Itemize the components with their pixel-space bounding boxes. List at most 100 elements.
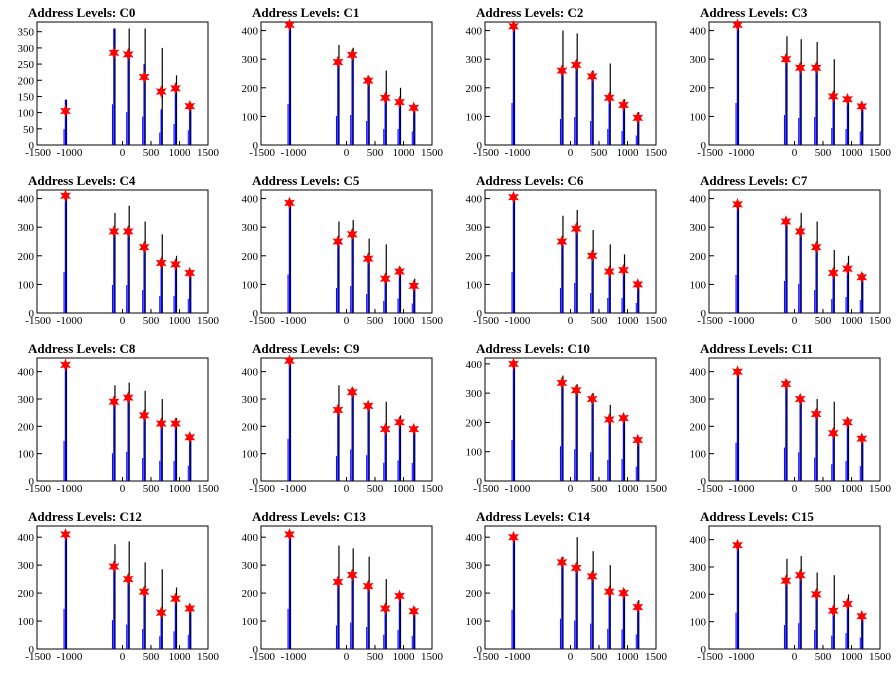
peak-marker-star bbox=[332, 235, 344, 248]
peak-marker-star bbox=[732, 538, 743, 552]
peak-marker-star bbox=[780, 215, 792, 228]
y-tick-label: 200 bbox=[690, 83, 707, 95]
chart-panel: Address Levels: C14 0 100 200 300 400 -1500 -10… bbox=[448, 504, 672, 677]
peak-marker-star bbox=[810, 240, 822, 254]
x-tick-label: 0 bbox=[792, 147, 798, 159]
chart-title: Address Levels: C6 bbox=[476, 173, 584, 188]
x-tick-label: 0 bbox=[792, 651, 798, 663]
y-tick-label: 100 bbox=[466, 111, 483, 123]
x-tick-label: 1000 bbox=[841, 651, 864, 663]
y-tick-label: 0 bbox=[701, 476, 707, 488]
peak-marker-star bbox=[556, 235, 568, 248]
y-tick-label: 300 bbox=[242, 394, 259, 406]
peak-marker-star bbox=[570, 561, 582, 575]
peak-marker-star bbox=[618, 411, 629, 425]
peak-marker-star bbox=[362, 74, 374, 87]
chart-title: Address Levels: C13 bbox=[252, 509, 366, 524]
peak-marker-star bbox=[794, 568, 806, 582]
chart-title: Address Levels: C8 bbox=[28, 341, 136, 356]
chart-panel: Address Levels: C10 0 100 200 300 400 -1500 -10… bbox=[448, 336, 672, 509]
chart-svg: Address Levels: C8 0 100 200 300 400 -1500 -100… bbox=[18, 341, 220, 495]
chart-title: Address Levels: C3 bbox=[700, 5, 808, 20]
x-tick-label: 0 bbox=[120, 483, 126, 495]
peak-marker-star bbox=[332, 575, 344, 589]
peak-marker-star bbox=[570, 383, 582, 397]
x-tick-label: 500 bbox=[143, 483, 160, 495]
peak-marker-star bbox=[138, 70, 150, 84]
x-tick-label: 1000 bbox=[841, 147, 864, 159]
peak-marker-star bbox=[408, 279, 420, 293]
y-tick-label: 300 bbox=[242, 560, 259, 572]
y-tick-label: 300 bbox=[466, 222, 483, 234]
peak-marker-star bbox=[362, 399, 374, 413]
chart-svg: Address Levels: C1 0 100 200 300 400 -1500 -100… bbox=[242, 5, 444, 159]
x-tick-label: 500 bbox=[591, 651, 608, 663]
y-tick-label: 0 bbox=[477, 644, 483, 656]
x-tick-label: -1500 bbox=[473, 483, 499, 495]
chart-svg: Address Levels: C15 0 100 200 300 400 -1500 -10… bbox=[690, 509, 892, 663]
peak-marker-star bbox=[603, 91, 615, 105]
plot-frame bbox=[708, 189, 881, 314]
peak-marker-star bbox=[508, 530, 519, 544]
x-tick-label: -1500 bbox=[25, 483, 51, 495]
peak-marker-star bbox=[138, 240, 150, 254]
chart-title: Address Levels: C9 bbox=[252, 341, 360, 356]
peak-marker-star bbox=[346, 385, 358, 399]
chart-title: Address Levels: C11 bbox=[700, 341, 813, 356]
plot-frame bbox=[260, 21, 433, 146]
chart-svg: Address Levels: C0 0 50 100 150 200 250 300 350 -… bbox=[18, 5, 220, 159]
chart-title: Address Levels: C10 bbox=[476, 341, 590, 356]
y-tick-label: 300 bbox=[690, 394, 707, 406]
y-tick-label: 200 bbox=[690, 251, 707, 263]
y-tick-label: 300 bbox=[690, 222, 707, 234]
peak-marker-star bbox=[346, 228, 358, 241]
peak-marker-star bbox=[603, 585, 615, 598]
y-tick-label: 100 bbox=[690, 449, 707, 461]
peak-marker-star bbox=[810, 407, 822, 421]
y-tick-label: 200 bbox=[242, 251, 259, 263]
x-tick-label: -1000 bbox=[505, 315, 531, 327]
y-tick-label: 100 bbox=[466, 447, 483, 459]
y-tick-label: 400 bbox=[690, 194, 707, 206]
y-tick-label: 0 bbox=[701, 140, 707, 152]
x-tick-label: 500 bbox=[367, 651, 384, 663]
peak-marker-star bbox=[284, 528, 295, 541]
x-tick-label: -1000 bbox=[729, 483, 755, 495]
x-tick-label: -1500 bbox=[249, 483, 275, 495]
y-tick-label: 300 bbox=[18, 394, 35, 406]
peak-marker-star bbox=[586, 70, 598, 83]
y-tick-label: 0 bbox=[253, 644, 259, 656]
peak-marker-star bbox=[184, 430, 196, 444]
chart-svg: Address Levels: C6 0 100 200 300 400 -1500 -100… bbox=[466, 173, 668, 327]
y-tick-label: 100 bbox=[18, 616, 35, 628]
peak-marker-star bbox=[827, 604, 839, 618]
y-tick-label: 400 bbox=[690, 26, 707, 38]
chart-panel: Address Levels: C8 0 100 200 300 400 -1500 -100… bbox=[0, 336, 224, 509]
x-tick-label: -1500 bbox=[249, 651, 275, 663]
x-tick-label: 0 bbox=[120, 651, 126, 663]
x-tick-label: -1000 bbox=[57, 483, 83, 495]
chart-panel: Address Levels: C12 0 100 200 300 400 -1500 -10… bbox=[0, 504, 224, 677]
peak-marker-star bbox=[842, 597, 853, 611]
peak-marker-star bbox=[632, 111, 644, 125]
y-tick-label: 0 bbox=[253, 308, 259, 320]
peak-marker-star bbox=[184, 99, 196, 113]
x-tick-label: 0 bbox=[568, 483, 574, 495]
y-tick-label: 0 bbox=[477, 140, 483, 152]
x-tick-label: 1000 bbox=[393, 147, 416, 159]
peak-marker-star bbox=[810, 61, 822, 75]
y-tick-label: 300 bbox=[466, 54, 483, 66]
peak-marker-star bbox=[394, 589, 405, 603]
peak-marker-star bbox=[732, 197, 743, 211]
y-tick-label: 0 bbox=[29, 476, 35, 488]
peak-marker-star bbox=[856, 432, 868, 445]
y-tick-label: 100 bbox=[242, 616, 259, 628]
peak-marker-star bbox=[184, 602, 196, 615]
y-tick-label: 300 bbox=[242, 222, 259, 234]
x-tick-label: 500 bbox=[815, 651, 832, 663]
x-tick-label: 500 bbox=[591, 315, 608, 327]
x-tick-label: 1500 bbox=[869, 147, 892, 159]
chart-title: Address Levels: C5 bbox=[252, 173, 360, 188]
x-tick-label: 500 bbox=[815, 147, 832, 159]
